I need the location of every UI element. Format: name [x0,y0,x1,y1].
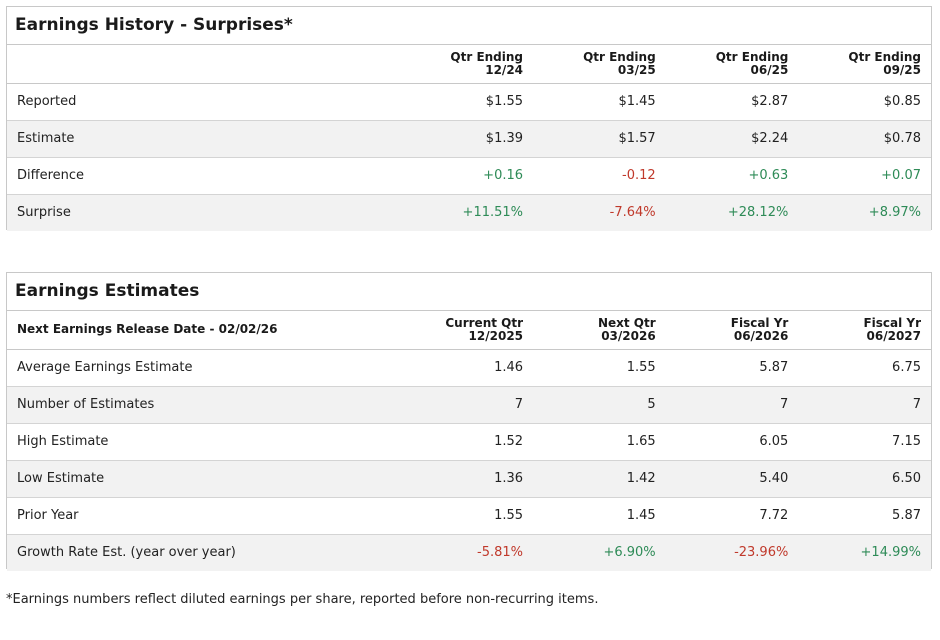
column-header-line1: Fiscal Yr [863,315,921,330]
column-header: Fiscal Yr 06/2026 [666,311,799,349]
row-label: High Estimate [17,434,109,449]
table-cell: -23.96% [734,545,789,561]
table-row: Reported $1.55 $1.45 $2.87 $0.85 [7,83,931,120]
table-cell: 1.55 [626,360,656,375]
table-row: Number of Estimates 7 5 7 7 [7,386,931,423]
table-cell: 7.15 [892,434,921,449]
table-row: Average Earnings Estimate 1.46 1.55 5.87… [7,349,931,386]
row-label: Estimate [17,131,75,146]
table-cell: +0.63 [748,168,789,183]
column-header-line2: 12/24 [485,62,524,77]
column-header: Next Qtr 03/2026 [533,311,666,349]
table-row: Prior Year 1.55 1.45 7.72 5.87 [7,497,931,534]
row-label: Reported [17,94,77,109]
column-header-line1: Qtr Ending [583,49,656,64]
table-cell: 5.87 [892,508,921,523]
column-header: Qtr Ending 03/25 [533,45,666,83]
earnings-history-table: Qtr Ending 12/24 Qtr Ending 03/25 Qtr Endi… [7,45,931,231]
column-header-line1: Qtr Ending [715,49,789,64]
row-label: Low Estimate [17,471,105,486]
column-header-line2: 06/2027 [866,328,921,343]
column-header-line2: 03/2026 [601,328,656,343]
table-cell: $1.55 [485,94,524,109]
table-cell: 1.46 [494,360,524,375]
table-cell: +11.51% [462,205,524,221]
table-cell: $2.24 [751,131,789,146]
table-cell: 1.45 [626,508,656,523]
table-header-row: Next Earnings Release Date - 02/02/26 Cu… [7,311,931,349]
column-header: Qtr Ending 06/25 [666,45,799,83]
table-cell: +28.12% [727,205,789,221]
earnings-history-panel: Earnings History - Surprises* Qtr Ending… [6,6,932,231]
table-cell: 5.40 [759,471,789,486]
table-row: Estimate $1.39 $1.57 $2.24 $0.78 [7,120,931,157]
earnings-history-title: Earnings History - Surprises* [7,7,931,45]
table-cell: $1.45 [618,94,656,109]
earnings-estimates-panel: Earnings Estimates Next Earnings Release… [6,272,932,571]
row-label: Surprise [17,205,71,221]
table-cell: +0.16 [483,168,524,183]
table-cell: $2.87 [751,94,789,109]
table-cell: +8.97% [868,205,921,221]
row-label: Number of Estimates [17,397,155,412]
table-cell: 6.75 [892,360,921,375]
table-cell: +0.07 [881,168,921,183]
column-header: Qtr Ending 09/25 [798,45,931,83]
table-row: Growth Rate Est. (year over year) -5.81%… [7,534,931,571]
table-cell: $1.39 [485,131,524,146]
row-label: Prior Year [17,508,79,523]
column-header: Current Qtr 12/2025 [400,311,533,349]
table-cell: 5 [647,397,656,412]
table-row: High Estimate 1.52 1.65 6.05 7.15 [7,423,931,460]
table-row: Surprise +11.51% -7.64% +28.12% +8.97% [7,194,931,231]
table-cell: 1.65 [626,434,656,449]
column-header-line1: Current Qtr [445,315,524,330]
column-header: Qtr Ending 12/24 [400,45,533,83]
table-cell: 7 [514,397,524,412]
column-header-line1: Qtr Ending [450,49,524,64]
row-label: Difference [17,168,85,183]
table-header-row: Qtr Ending 12/24 Qtr Ending 03/25 Qtr Endi… [7,45,931,83]
table-cell: $0.85 [883,94,921,109]
table-cell: +14.99% [860,545,921,561]
table-row: Difference +0.16 -0.12 +0.63 +0.07 [7,157,931,194]
column-header-line1: Next Qtr [597,315,656,330]
table-cell: +6.90% [603,545,656,561]
table-cell: 1.36 [494,471,524,486]
column-header-line1: Fiscal Yr [730,315,789,330]
footnote: *Earnings numbers reflect diluted earnin… [6,592,599,607]
earnings-estimates-title: Earnings Estimates [7,273,931,311]
table-cell: 6.50 [892,471,921,486]
row-label: Average Earnings Estimate [17,360,193,375]
table-cell: 6.05 [759,434,789,449]
column-header-line2: 06/2026 [733,328,789,343]
table-cell: -5.81% [477,545,524,561]
column-header: Fiscal Yr 06/2027 [798,311,931,349]
next-release-date-label: Next Earnings Release Date - 02/02/26 [17,322,278,337]
table-row: Low Estimate 1.36 1.42 5.40 6.50 [7,460,931,497]
column-header-line2: 09/25 [883,62,921,77]
column-header-line2: 06/25 [750,62,789,77]
table-cell: 1.42 [626,471,656,486]
table-cell: -7.64% [609,205,656,221]
empty-header-cell [7,45,400,83]
row-label: Growth Rate Est. (year over year) [17,545,236,561]
table-cell: -0.12 [622,168,656,183]
table-cell: 1.55 [494,508,524,523]
earnings-estimates-table: Next Earnings Release Date - 02/02/26 Cu… [7,311,931,571]
table-cell: 1.52 [494,434,524,449]
column-header-line1: Qtr Ending [848,49,921,64]
table-cell: 5.87 [759,360,789,375]
table-cell: $0.78 [883,131,921,146]
table-cell: 7 [780,397,789,412]
table-cell: $1.57 [618,131,656,146]
column-header-line2: 12/2025 [468,328,524,343]
column-header-line2: 03/25 [617,62,656,77]
table-cell: 7 [912,397,921,412]
table-cell: 7.72 [759,508,789,523]
